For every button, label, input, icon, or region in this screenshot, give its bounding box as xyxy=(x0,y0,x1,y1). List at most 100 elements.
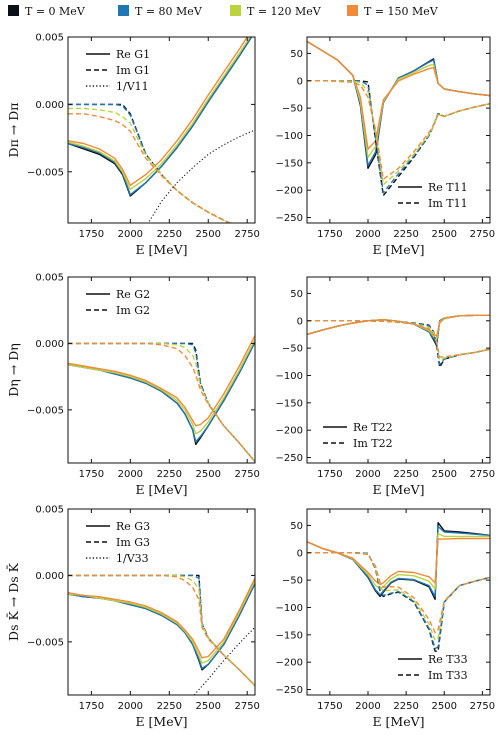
series-re-t22-t-0-mev xyxy=(307,314,490,347)
x-tick-label: 2750 xyxy=(470,469,495,480)
series-im-t22-t-120-mev xyxy=(307,320,490,361)
x-tick-label: 2250 xyxy=(157,469,182,480)
y-tick-label: 0.000 xyxy=(35,100,64,111)
x-tick-label: 2000 xyxy=(118,469,143,480)
x-tick-label: 2250 xyxy=(393,229,418,240)
panel-legend: Re T33 Im T33 xyxy=(398,653,468,682)
y-tick-label: −100 xyxy=(276,603,303,614)
series-im-t33-t-0-mev xyxy=(307,552,490,652)
panel-6: 1750 2000 2250 2500 2750 −250 −200 −150 −100 −50 0… xyxy=(276,508,495,729)
legend-label: Im G2 xyxy=(116,304,150,317)
y-axis-label: Ds K̄ → Ds K̄ xyxy=(6,562,21,641)
legend-label: Re G3 xyxy=(116,520,150,533)
legend-label-t-0-mev: T = 0 MeV xyxy=(25,5,86,18)
x-axis-label: E [MeV] xyxy=(372,482,424,497)
legend-label: Re G2 xyxy=(116,288,150,301)
series-im-g1-t-150-mev xyxy=(68,113,232,223)
axes-frame xyxy=(67,508,256,696)
legend-label-t-150-mev: T = 150 MeV xyxy=(364,5,439,18)
legend-swatch-t-120-mev xyxy=(230,5,241,16)
series-im-t22-t-150-mev xyxy=(307,320,490,358)
x-tick-label: 1750 xyxy=(317,469,342,480)
y-tick-label: −250 xyxy=(276,453,303,464)
series-im-g1-t-80-mev xyxy=(68,103,232,223)
panel-legend: Re T11 Im T11 xyxy=(398,181,468,210)
x-tick-label: 2750 xyxy=(470,229,495,240)
panel-legend: Re G3 Im G3 1/V33 xyxy=(86,520,150,565)
x-tick-label: 2750 xyxy=(234,701,259,712)
axes-frame xyxy=(67,276,256,464)
series-im-g1-t-120-mev xyxy=(68,107,232,223)
y-tick-label: 50 xyxy=(290,289,303,300)
y-tick-label: −200 xyxy=(276,426,303,437)
panel-legend: Re G1 Im G1 1/V11 xyxy=(86,48,150,93)
axes-frame xyxy=(306,508,491,696)
x-tick-label: 2500 xyxy=(432,229,457,240)
x-tick-label: 2500 xyxy=(196,469,221,480)
series-im-t33-t-80-mev xyxy=(307,552,490,650)
y-tick-label: 0.000 xyxy=(35,571,64,582)
axes-frame xyxy=(306,36,491,224)
y-tick-label: 0 xyxy=(297,76,303,87)
series-im-g3-t-0-mev xyxy=(68,574,255,687)
series-re-g1-t-120-mev xyxy=(68,37,251,191)
x-tick-label: 2000 xyxy=(355,229,380,240)
x-tick-label: 2500 xyxy=(196,701,221,712)
x-tick-label: 1750 xyxy=(79,229,104,240)
series-re-t33-t-120-mev xyxy=(307,532,490,590)
axes-frame xyxy=(67,36,256,224)
y-tick-label: −100 xyxy=(276,371,303,382)
panel-2: 1750 2000 2250 2500 2750 −250 −200 −150 −100 −50 0… xyxy=(276,36,495,257)
x-tick-label: 1750 xyxy=(79,469,104,480)
x-tick-label: 2500 xyxy=(196,229,221,240)
y-axis-label: Dπ → Dπ xyxy=(6,103,21,158)
series-re-t22-t-80-mev xyxy=(307,314,490,345)
series-im-g2-t-120-mev xyxy=(68,342,255,463)
y-tick-label: −150 xyxy=(276,398,303,409)
series-im-g2-t-150-mev xyxy=(68,342,255,463)
legend-label: Re G1 xyxy=(116,48,150,61)
series-group xyxy=(307,522,490,652)
y-tick-label: −0.005 xyxy=(27,167,64,178)
series-re-g2-t-150-mev xyxy=(68,335,255,427)
legend-label: Im T11 xyxy=(428,197,468,210)
x-tick-label: 2000 xyxy=(118,701,143,712)
legend-label: Im G1 xyxy=(116,64,150,77)
series-group xyxy=(307,314,490,368)
x-tick-label: 2750 xyxy=(234,229,259,240)
legend-label: Re T22 xyxy=(353,421,393,434)
x-tick-label: 2250 xyxy=(393,469,418,480)
series-re-t33-t-150-mev xyxy=(307,537,490,586)
legend-label-t-80-mev: T = 80 MeV xyxy=(135,5,203,18)
legend-label: Im T22 xyxy=(353,437,393,450)
series-re-t22-t-150-mev xyxy=(307,314,490,337)
y-tick-label: 0 xyxy=(297,316,303,327)
series-re-t11-t-80-mev xyxy=(307,40,490,167)
series-im-g2-t-80-mev xyxy=(68,342,255,463)
panel-5: 1750 2000 2250 2500 2750 −0.005 0.000 0.005 E [M… xyxy=(6,505,260,730)
y-tick-label: −150 xyxy=(276,158,303,169)
legend-swatch-t-150-mev xyxy=(347,5,358,16)
series-1-v33-reference xyxy=(193,626,255,695)
y-tick-label: 50 xyxy=(290,521,303,532)
y-tick-label: −200 xyxy=(276,186,303,197)
y-tick-label: −50 xyxy=(282,104,303,115)
legend-swatch-t-80-mev xyxy=(118,5,129,16)
x-tick-label: 1750 xyxy=(79,701,104,712)
series-group xyxy=(307,40,490,197)
series-1-v11-reference xyxy=(147,129,255,223)
x-axis-label: E [MeV] xyxy=(372,242,424,257)
series-im-t22-t-0-mev xyxy=(307,320,490,368)
y-tick-label: 0.005 xyxy=(35,273,64,284)
legend-label: Im G3 xyxy=(116,536,150,549)
y-tick-label: −250 xyxy=(276,213,303,224)
x-tick-label: 2250 xyxy=(157,701,182,712)
y-tick-label: −0.005 xyxy=(27,637,64,648)
y-tick-label: −200 xyxy=(276,658,303,669)
series-re-g1-t-150-mev xyxy=(68,37,249,187)
y-tick-label: −50 xyxy=(282,576,303,587)
y-tick-label: −100 xyxy=(276,131,303,142)
series-im-t11-t-0-mev xyxy=(307,80,490,197)
panels: 1750 2000 2250 2500 2750 −0.005 0.000 0.005 E [M… xyxy=(6,33,495,730)
series-im-t11-t-120-mev xyxy=(307,80,490,186)
